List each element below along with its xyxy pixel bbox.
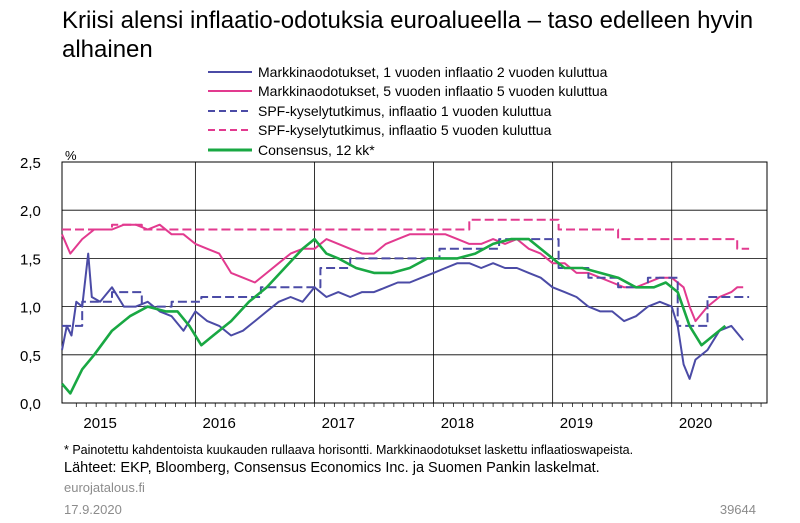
y-tick-label: 0,0	[20, 396, 41, 413]
legend-label: SPF-kyselytutkimus, inflaatio 1 vuoden k…	[258, 102, 552, 119]
legend-item: SPF-kyselytutkimus, inflaatio 5 vuoden k…	[208, 121, 607, 141]
legend-swatch	[208, 90, 252, 93]
legend-swatch	[208, 109, 252, 112]
y-tick-label: 0,5	[20, 348, 41, 365]
series-line-4	[62, 218, 750, 250]
series-line-3	[62, 238, 750, 327]
y-tick-label: 2,0	[20, 203, 41, 220]
series-line-2	[61, 223, 744, 323]
legend-item: Markkinaodotukset, 1 vuoden inflaatio 2 …	[208, 62, 607, 82]
sources-text: Lähteet: EKP, Bloomberg, Consensus Econo…	[64, 460, 600, 476]
legend-item: SPF-kyselytutkimus, inflaatio 1 vuoden k…	[208, 101, 607, 121]
x-tick-label: 2019	[560, 415, 593, 432]
legend: Markkinaodotukset, 1 vuoden inflaatio 2 …	[208, 62, 607, 160]
x-tick-label: 2015	[83, 415, 116, 432]
x-tick-label: 2020	[679, 415, 712, 432]
series-line-5	[61, 237, 727, 395]
x-tick-label: 2016	[203, 415, 236, 432]
y-unit-label: %	[65, 148, 77, 163]
y-tick-label: 1,5	[20, 251, 41, 268]
legend-swatch	[208, 70, 252, 73]
y-tick-label: 1,0	[20, 300, 41, 317]
y-tick-label: 2,5	[20, 155, 41, 172]
legend-swatch	[208, 148, 252, 152]
legend-label: Markkinaodotukset, 5 vuoden inflaatio 5 …	[258, 83, 608, 100]
legend-swatch	[208, 129, 252, 132]
legend-item: Markkinaodotukset, 5 vuoden inflaatio 5 …	[208, 82, 607, 102]
publication-date: 17.9.2020	[64, 502, 122, 517]
series-line-1	[61, 252, 744, 380]
footnote: * Painotettu kahdentoista kuukauden rull…	[64, 443, 634, 457]
chart-title: Kriisi alensi inflaatio-odotuksia euroal…	[62, 7, 754, 63]
plot-frame	[61, 161, 768, 404]
x-tick-label: 2018	[441, 415, 474, 432]
legend-label: SPF-kyselytutkimus, inflaatio 5 vuoden k…	[258, 122, 552, 139]
site-label: eurojatalous.fi	[64, 480, 145, 495]
legend-item: Consensus, 12 kk*	[208, 140, 607, 160]
legend-label: Markkinaodotukset, 1 vuoden inflaatio 2 …	[258, 63, 608, 80]
legend-label: Consensus, 12 kk*	[258, 141, 375, 158]
x-tick-label: 2017	[322, 415, 355, 432]
chart-code: 39644	[719, 502, 756, 517]
